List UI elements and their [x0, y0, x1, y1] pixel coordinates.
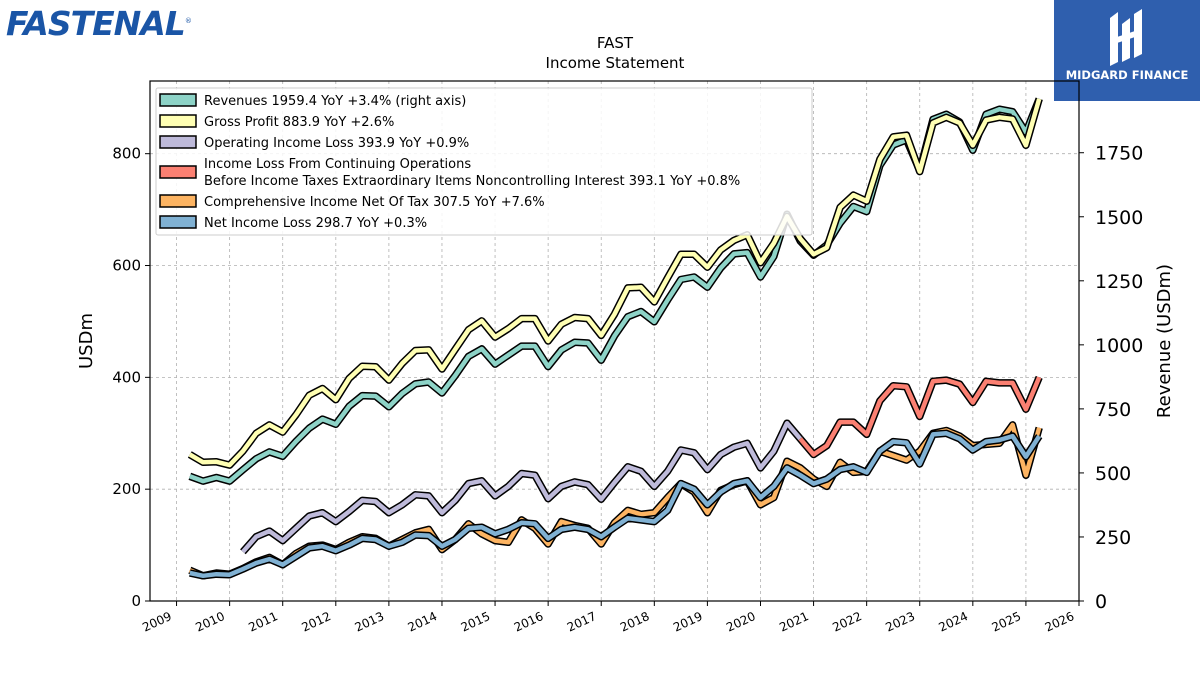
- legend-swatch-pretax-income: [159, 165, 197, 179]
- series-line-net-income-loss: [189, 431, 1042, 579]
- series-line-revenues: [189, 98, 1042, 484]
- x-tick-label-2018: 2018: [618, 609, 652, 635]
- legend-item-operating-income: Operating Income Loss 393.9 YoY +0.9%: [159, 135, 469, 151]
- x-tick-label-2016: 2016: [512, 609, 546, 635]
- series-layer: [187, 97, 1043, 580]
- x-tick-label-2014: 2014: [406, 609, 440, 635]
- x-tick-label-2011: 2011: [246, 609, 280, 635]
- chart-subtitle: Income Statement: [546, 54, 685, 72]
- legend-label-operating-income: Operating Income Loss 393.9 YoY +0.9%: [204, 136, 469, 151]
- series-outline-operating-income-loss: [240, 419, 804, 555]
- x-tick-label-2009: 2009: [140, 609, 174, 635]
- legend-item-comprehensive-income: Comprehensive Income Net Of Tax 307.5 Yo…: [159, 194, 545, 210]
- grid-lines: [150, 81, 1080, 602]
- x-tick-label-2024: 2024: [936, 609, 970, 635]
- x-tick-label-2017: 2017: [565, 609, 599, 635]
- legend-swatch-gross-profit: [159, 114, 197, 128]
- y-right-tick-label-750: 750: [1095, 399, 1131, 421]
- chart-title: FAST: [597, 34, 634, 52]
- legend-item-pretax-income: Income Loss From Continuing Operations B…: [159, 157, 740, 189]
- y-right-tick-label-250: 250: [1095, 527, 1131, 549]
- x-tick-label-2023: 2023: [883, 609, 917, 635]
- x-tick-label-2010: 2010: [193, 609, 227, 635]
- series-line-operating-income-loss: [241, 420, 803, 554]
- legend-item-revenues: Revenues 1959.4 YoY +3.4% (right axis): [159, 93, 466, 109]
- y-right-tick-label-0: 0: [1095, 591, 1107, 613]
- x-tick-label-2015: 2015: [459, 609, 493, 635]
- legend-swatch-operating-income: [159, 135, 197, 149]
- legend-swatch-net-income: [159, 215, 197, 229]
- legend: Revenues 1959.4 YoY +3.4% (right axis) G…: [155, 87, 813, 236]
- legend-swatch-revenues: [159, 93, 197, 107]
- x-tick-label-2021: 2021: [777, 609, 811, 635]
- y-tick-label-200: 200: [112, 480, 141, 498]
- series-line-income-loss-from-continuing-operations-b: [798, 376, 1042, 457]
- legend-label-pretax-income-line1: Income Loss From Continuing Operations: [204, 157, 471, 172]
- plot-frame: [149, 80, 1080, 602]
- x-tick-label-2019: 2019: [671, 609, 705, 635]
- company-logo-text: FASTENAL: [6, 4, 186, 43]
- x-tick-label-2012: 2012: [299, 609, 333, 635]
- x-tick-label-2026: 2026: [1043, 609, 1077, 635]
- legend-item-gross-profit: Gross Profit 883.9 YoY +2.6%: [159, 114, 394, 130]
- y-axis-right-label: Revenue (USDm): [1154, 264, 1175, 418]
- x-tick-label-2022: 2022: [830, 609, 864, 635]
- publisher-logo-text: MIDGARD FINANCE: [1065, 68, 1189, 82]
- y-tick-label-800: 800: [112, 145, 141, 163]
- legend-label-gross-profit: Gross Profit 883.9 YoY +2.6%: [204, 115, 394, 130]
- midgard-logo-icon: [1110, 9, 1142, 66]
- y-right-tick-label-1500: 1500: [1095, 207, 1143, 229]
- legend-label-pretax-income-line2: Before Income Taxes Extraordinary Items …: [204, 174, 740, 189]
- x-tick-label-2020: 2020: [724, 609, 758, 635]
- y-right-tick-label-1000: 1000: [1095, 335, 1143, 357]
- legend-label-net-income: Net Income Loss 298.7 YoY +0.3%: [204, 216, 427, 231]
- legend-box: [155, 87, 813, 236]
- legend-swatch-comprehensive-income: [159, 194, 197, 208]
- x-tick-label-2025: 2025: [990, 609, 1024, 635]
- y-right-tick-label-1250: 1250: [1095, 271, 1143, 293]
- y-tick-label-400: 400: [112, 368, 141, 386]
- legend-item-net-income: Net Income Loss 298.7 YoY +0.3%: [159, 215, 427, 231]
- registered-mark: ®: [184, 17, 192, 25]
- legend-label-comprehensive-income: Comprehensive Income Net Of Tax 307.5 Yo…: [204, 195, 545, 210]
- y-right-tick-label-500: 500: [1095, 463, 1131, 485]
- fastenal-logo: FASTENAL®: [6, 4, 192, 43]
- y-tick-label-0: 0: [131, 592, 141, 610]
- legend-label-revenues: Revenues 1959.4 YoY +3.4% (right axis): [204, 94, 466, 109]
- series-line-gross-profit: [188, 98, 1042, 468]
- x-tick-label-2013: 2013: [353, 609, 387, 635]
- y-tick-label-600: 600: [112, 257, 141, 275]
- midgard-finance-logo: MIDGARD FINANCE: [1054, 0, 1200, 101]
- y-axis-label: USDm: [76, 313, 97, 369]
- y-right-tick-label-1750: 1750: [1095, 143, 1143, 165]
